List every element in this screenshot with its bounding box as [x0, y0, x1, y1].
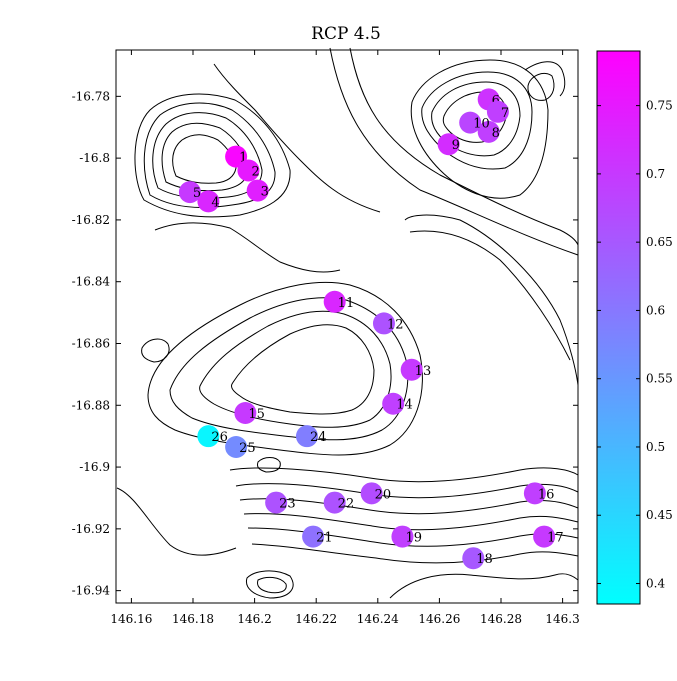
colorbar-ticks: 0.4 0.45 0.5 0.55 0.6 0.65 0.7 0.75	[597, 99, 673, 591]
scatter-point	[323, 491, 346, 514]
y-axis: -16.78 -16.8 -16.82 -16.84 -16.86 -16.88 -16.9…	[72, 89, 578, 598]
point-label: 13	[415, 364, 432, 379]
chart-title: RCP 4.5	[311, 24, 381, 44]
contour-lines	[116, 47, 579, 599]
scatter-point	[197, 425, 220, 448]
point-label: 2	[251, 164, 259, 179]
scatter-point	[523, 482, 546, 505]
scatter-points: 1234567891011121314151617181920212223242…	[178, 88, 564, 570]
y-tick-label: -16.86	[72, 336, 110, 350]
scatter-point	[178, 181, 201, 204]
y-tick-label: -16.78	[72, 89, 110, 103]
x-tick-label: 146.16	[110, 612, 152, 626]
x-tick-label: 146.24	[357, 612, 399, 626]
x-tick-label: 146.3	[545, 612, 579, 626]
point-label: 15	[248, 407, 265, 422]
point-label: 14	[396, 398, 413, 413]
x-tick-label: 146.22	[295, 612, 337, 626]
scatter-point	[246, 179, 269, 202]
scatter-point	[237, 159, 260, 182]
scatter-point	[459, 111, 482, 134]
scatter-point	[533, 525, 556, 548]
point-label: 12	[387, 317, 404, 332]
point-label: 6	[492, 93, 500, 108]
point-label: 24	[310, 430, 327, 445]
colorbar-tick-label: 0.6	[646, 303, 665, 317]
x-tick-label: 146.2	[237, 612, 271, 626]
scatter-point	[302, 525, 325, 548]
point-label: 19	[405, 531, 422, 546]
point-label: 3	[261, 185, 269, 200]
point-label: 23	[279, 497, 296, 512]
y-tick-label: -16.92	[72, 522, 110, 536]
scatter-point	[400, 358, 423, 381]
y-tick-label: -16.94	[72, 584, 111, 598]
y-tick-label: -16.8	[79, 151, 110, 165]
point-label: 9	[452, 138, 460, 153]
colorbar-tick-label: 0.75	[646, 99, 673, 113]
point-label: 7	[501, 106, 509, 121]
y-tick-label: -16.82	[72, 213, 110, 227]
point-label: 5	[193, 186, 201, 201]
scatter-point	[477, 120, 500, 143]
scatter-point	[234, 402, 257, 425]
scatter-point	[372, 312, 395, 335]
point-label: 25	[239, 441, 256, 456]
point-label: 1	[239, 151, 247, 166]
x-tick-label: 146.18	[172, 612, 214, 626]
scatter-point	[360, 482, 383, 505]
scatter-point	[462, 547, 485, 570]
point-label: 22	[338, 497, 355, 512]
point-label: 20	[375, 487, 392, 502]
point-label: 11	[338, 296, 355, 311]
point-label: 18	[476, 552, 493, 567]
point-label: 10	[473, 117, 490, 132]
colorbar-tick-label: 0.5	[646, 440, 665, 454]
plot-frame	[115, 49, 579, 604]
point-label: 26	[211, 430, 228, 445]
scatter-point	[323, 290, 346, 313]
colorbar-tick-label: 0.55	[646, 372, 673, 386]
colorbar-tick-label: 0.4	[646, 577, 665, 591]
scatter-point	[391, 525, 414, 548]
colorbar-tick-label: 0.7	[646, 167, 665, 181]
scatter-point	[225, 435, 248, 458]
scatter-point	[437, 133, 460, 156]
colorbar	[596, 50, 641, 605]
scatter-point	[197, 190, 220, 213]
scatter-point	[295, 425, 318, 448]
colorbar-tick-label: 0.65	[646, 235, 673, 249]
x-tick-label: 146.28	[480, 612, 522, 626]
y-tick-label: -16.9	[79, 460, 110, 474]
y-tick-label: -16.88	[72, 398, 110, 412]
point-label: 17	[547, 531, 564, 546]
y-tick-label: -16.84	[72, 275, 111, 289]
point-label: 16	[538, 487, 555, 502]
point-label: 8	[492, 126, 500, 141]
point-label: 21	[316, 531, 333, 546]
scatter-point	[382, 392, 405, 415]
scatter-point	[486, 100, 509, 123]
scatter-point	[265, 491, 288, 514]
point-label: 4	[211, 195, 219, 210]
colorbar-tick-label: 0.45	[646, 508, 673, 522]
x-axis: 146.16 146.18 146.2 146.22 146.24 146.26 146.2…	[110, 50, 580, 626]
x-tick-label: 146.26	[418, 612, 460, 626]
